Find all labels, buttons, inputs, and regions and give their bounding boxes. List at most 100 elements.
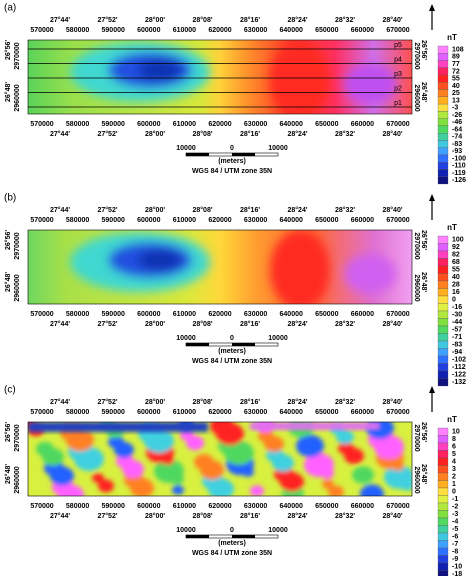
utm-x-top: 660000 (351, 217, 374, 224)
lon-label-top: 28°24' (287, 206, 307, 214)
scale-mid: 0 (230, 527, 234, 534)
north-arrow-head (429, 194, 435, 201)
scale-bar-fill (232, 153, 255, 156)
blue-core (138, 250, 182, 270)
legend-label: -94 (452, 349, 462, 356)
legend-swatch (437, 570, 449, 576)
lon-label-top: 28°16' (240, 206, 260, 214)
anomaly (92, 473, 104, 483)
top-band (28, 422, 208, 432)
legend-label: 55 (452, 267, 460, 274)
anomaly (374, 435, 404, 459)
utm-x-top: 600000 (137, 27, 160, 34)
legend-swatch (437, 348, 449, 357)
profile-label: p3 (394, 71, 402, 78)
panels: (a) p5 p4 p3 p2 p1 27°44' 27°44' 27°52' 27°52' 28°… (4, 3, 466, 576)
anomalies (70, 230, 396, 304)
scale-bar-fill (232, 343, 255, 346)
map-frame (27, 229, 413, 305)
utm-x-bottom: 670000 (386, 311, 409, 318)
utm-x-top: 640000 (280, 409, 303, 416)
lon-label-top: 28°00' (145, 398, 165, 406)
legend-label: -18 (452, 571, 462, 576)
utm-x-bottom: 620000 (208, 503, 231, 510)
anomaly (58, 484, 84, 496)
magenta-high (344, 64, 396, 104)
utm-x-top: 620000 (208, 409, 231, 416)
legend-swatch (437, 442, 449, 451)
scale-units: (meters) (218, 348, 246, 355)
scale-mid: 0 (230, 145, 234, 152)
lon-label-bottom: 28°40' (382, 320, 402, 328)
legend-swatch (437, 45, 449, 54)
legend-label: 28 (452, 282, 460, 289)
legend-swatch (437, 450, 449, 459)
scale-left: 10000 (176, 145, 196, 152)
lat-right: 26°56' (420, 40, 428, 60)
legend-label: 0 (452, 297, 456, 304)
legend-swatch (437, 147, 449, 156)
legend-label: 25 (452, 90, 460, 97)
utm-x-top: 660000 (351, 409, 374, 416)
legend-swatch (437, 154, 449, 163)
legend-swatch (437, 89, 449, 97)
legend-label: 13 (452, 97, 460, 104)
legend-label: 4 (452, 459, 456, 466)
lon-label-top: 27°52' (97, 398, 117, 406)
utm-x-top: 570000 (30, 27, 53, 34)
north-arrow-head (429, 4, 435, 11)
legend-label: -9 (452, 556, 458, 563)
legend-swatch (437, 540, 449, 549)
legend-swatch (437, 340, 449, 349)
anomaly (344, 448, 364, 464)
legend-label: -110 (452, 163, 466, 170)
legend-swatch (437, 288, 449, 297)
utm-x-top: 610000 (173, 409, 196, 416)
utm-x-top: 650000 (315, 409, 338, 416)
utm-x-bottom: 630000 (244, 503, 267, 510)
utm-y-right: 2960000 (413, 84, 420, 111)
legend-label: -126 (452, 177, 466, 184)
legend-swatch (437, 280, 449, 289)
lat-right: 26°48' (420, 272, 428, 292)
lon-label-top: 27°52' (97, 206, 117, 214)
lon-label-top: 28°08' (192, 398, 212, 406)
lon-label-bottom: 28°00' (145, 512, 165, 520)
legend-swatch (437, 265, 449, 274)
utm-x-top: 600000 (137, 409, 160, 416)
legend-label: -10 (452, 564, 462, 571)
legend-unit: nT (447, 33, 457, 42)
lon-label-top: 27°44' (50, 16, 70, 24)
map-image (28, 422, 412, 496)
utm-x-top: 630000 (244, 217, 267, 224)
utm-y-right: 2960000 (413, 274, 420, 301)
utm-x-bottom: 580000 (66, 311, 89, 318)
legend-swatch (437, 273, 449, 282)
legend-label: -83 (452, 141, 462, 148)
map-frame (27, 39, 413, 115)
lat-left: 26°56' (4, 230, 12, 250)
legend-label: -3 (452, 511, 458, 518)
lon-label-bottom: 28°00' (145, 130, 165, 138)
legend-label: -3 (452, 105, 458, 112)
panel-label: (c) (4, 385, 16, 396)
legend-label: 10 (452, 429, 460, 436)
legend-swatch (437, 495, 449, 504)
anomaly (320, 467, 334, 479)
top-band (250, 422, 380, 430)
anomaly (144, 429, 174, 453)
anomalies (70, 40, 396, 114)
utm-x-top: 650000 (315, 27, 338, 34)
utm-x-bottom: 660000 (351, 503, 374, 510)
legend-label: 108 (452, 46, 464, 53)
legend-label: 8 (452, 436, 456, 443)
scale-bar-fill (186, 153, 209, 156)
legend-label: 5 (452, 451, 456, 458)
utm-x-bottom: 580000 (66, 503, 89, 510)
anomaly (66, 428, 94, 452)
utm-x-bottom: 630000 (244, 311, 267, 318)
lon-label-bottom: 28°08' (192, 130, 212, 138)
map-frame (27, 421, 413, 497)
legend-label: -122 (452, 372, 466, 379)
lon-label-bottom: 28°00' (145, 320, 165, 328)
